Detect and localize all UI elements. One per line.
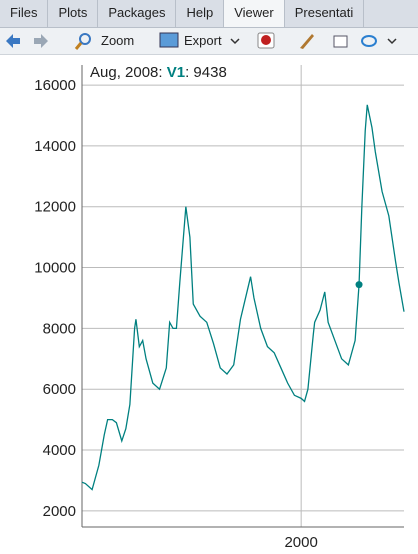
- y-tick-label: 12000: [34, 199, 76, 216]
- tab[interactable]: Help: [176, 0, 225, 27]
- y-tick-label: 4000: [43, 442, 76, 459]
- y-tick-label: 6000: [43, 381, 76, 398]
- forward-icon[interactable]: [34, 34, 48, 48]
- publish-icon[interactable]: [361, 35, 378, 47]
- chart: 2000 4000 6000 8000 10000 12000 14000 16000 2000…: [34, 64, 405, 551]
- y-tick-label: 14000: [34, 138, 76, 155]
- export-button[interactable]: Export: [184, 33, 222, 48]
- zoom-button[interactable]: Zoom: [101, 33, 135, 48]
- toolbar-icons: [6, 32, 397, 50]
- dropdown-caret: [230, 38, 240, 45]
- y-tick-label: 16000: [34, 77, 76, 94]
- remove-icon-dot: [261, 35, 271, 45]
- tab[interactable]: Viewer: [224, 0, 285, 27]
- legend: Aug, 2008: V1: 9438: [90, 64, 227, 81]
- legend-date: Aug, 2008:: [90, 64, 163, 81]
- tab[interactable]: Files: [0, 0, 49, 27]
- zoom-icon-handle: [74, 42, 83, 50]
- tab[interactable]: Plots: [48, 0, 99, 27]
- y-tick-label: 2000: [43, 503, 76, 520]
- broom-icon[interactable]: [300, 34, 314, 49]
- dropdown-caret: [387, 38, 397, 45]
- series-line: [81, 104, 405, 491]
- legend-series: V1: [167, 64, 185, 81]
- tab[interactable]: Packages: [98, 0, 177, 27]
- zoom-icon[interactable]: [79, 33, 91, 45]
- back-icon[interactable]: [6, 34, 20, 48]
- x-tick-label: 2000: [284, 534, 317, 551]
- y-tick-label: 10000: [34, 260, 76, 277]
- export-icon[interactable]: [159, 32, 179, 48]
- highlight-point: [355, 281, 363, 289]
- legend-value: : 9438: [185, 64, 227, 81]
- y-tick-label: 8000: [43, 320, 76, 337]
- toolbar: Zoom Export: [0, 28, 418, 55]
- tab[interactable]: Presentati: [285, 0, 365, 27]
- tab-bar: Files Plots Packages Help Viewer Presentati: [0, 0, 418, 28]
- popout-icon[interactable]: [333, 35, 348, 48]
